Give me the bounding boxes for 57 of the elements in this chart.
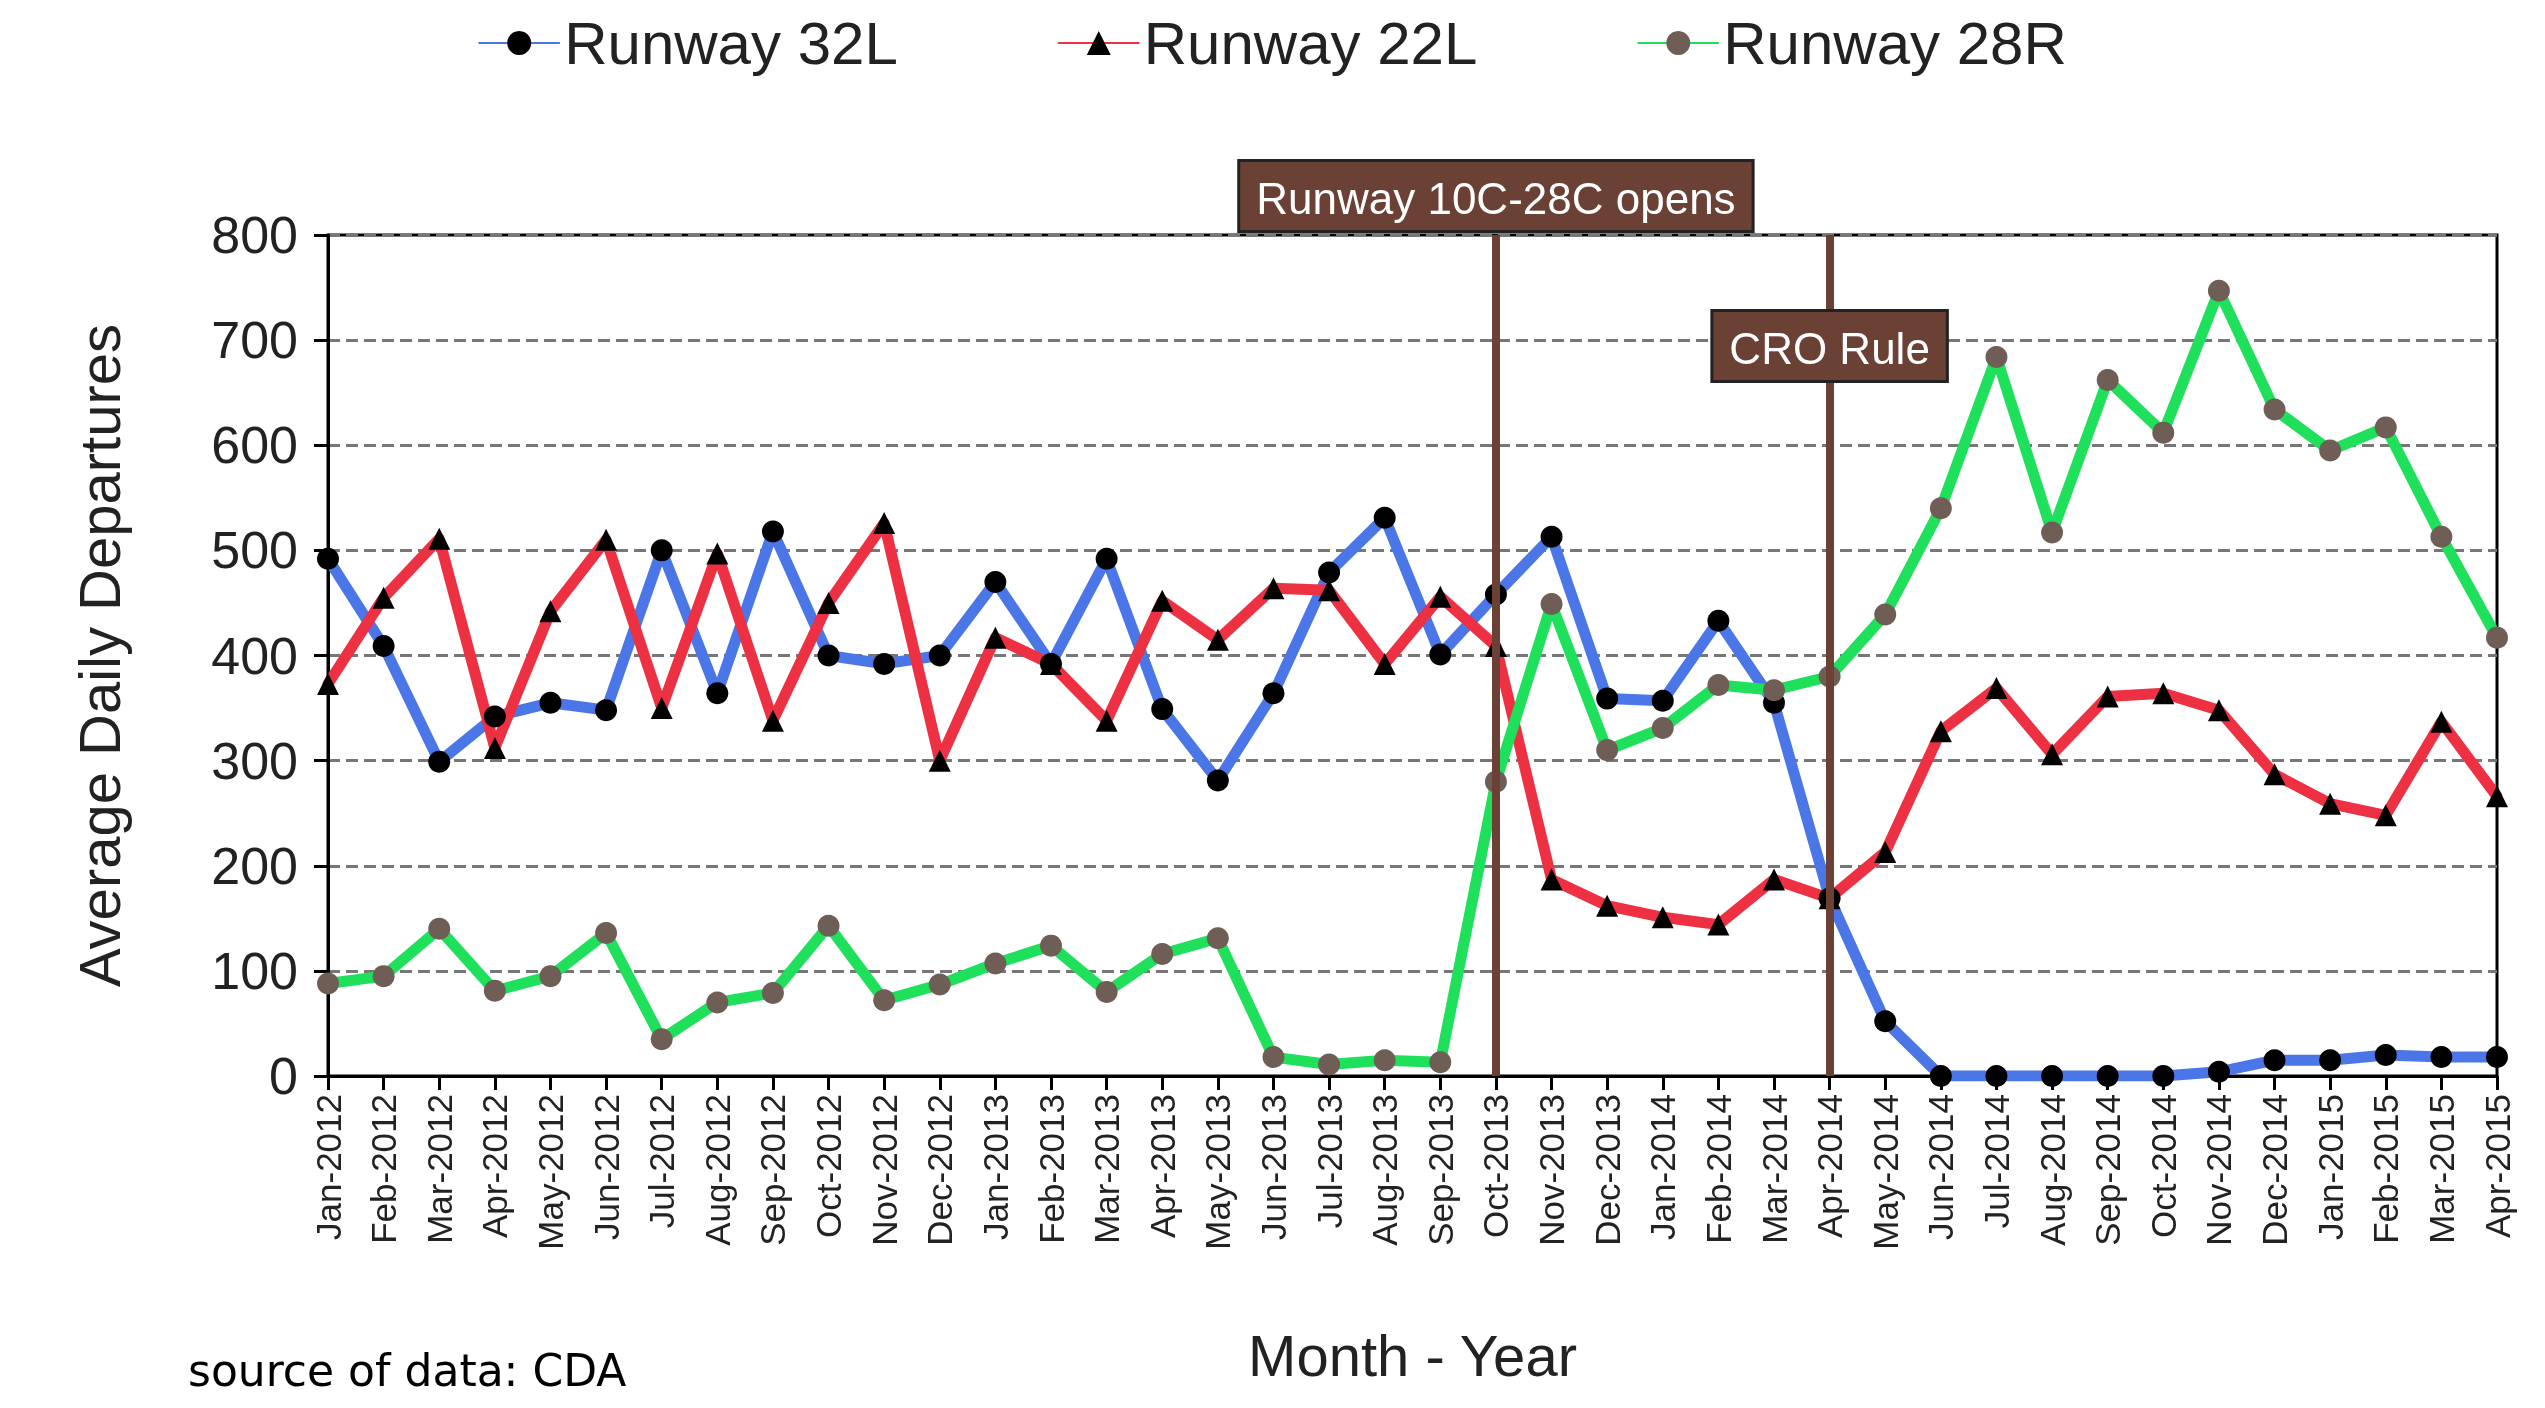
- x-tick-label: May-2014: [1865, 1094, 1905, 1250]
- x-tick-label: Dec-2012: [920, 1094, 960, 1246]
- x-tick-label: Mar-2015: [2421, 1094, 2461, 1244]
- x-tick-label: Apr-2015: [2477, 1094, 2517, 1238]
- x-tick-label: Apr-2014: [1810, 1094, 1850, 1238]
- y-tick-label: 0: [269, 1047, 298, 1105]
- legend-label: Runway 22L: [1143, 9, 1478, 77]
- y-tick-label: 700: [211, 311, 298, 370]
- y-tick-label: 100: [211, 941, 298, 1000]
- x-tick-label: Aug-2012: [697, 1094, 737, 1246]
- y-tick-label: 600: [211, 416, 298, 475]
- x-tick-label: Nov-2014: [2199, 1094, 2239, 1246]
- x-tick-label: Sep-2014: [2088, 1094, 2128, 1246]
- y-tick-label: 400: [211, 626, 298, 685]
- x-tick-label: Nov-2013: [1532, 1094, 1572, 1246]
- y-axis-title: Average Daily Departures: [66, 323, 132, 988]
- x-tick-label: Oct-2014: [2143, 1094, 2183, 1238]
- x-tick-label: Jan-2013: [975, 1094, 1015, 1240]
- x-tick-label: Oct-2013: [1476, 1094, 1516, 1238]
- x-tick-label: Mar-2013: [1087, 1094, 1127, 1244]
- x-tick-label: Feb-2013: [1031, 1094, 1071, 1244]
- x-tick-label: Jun-2013: [1253, 1094, 1293, 1240]
- x-tick-label: Jan-2012: [308, 1094, 348, 1240]
- x-tick-label: Mar-2012: [419, 1094, 459, 1244]
- x-tick-label: May-2012: [530, 1094, 570, 1250]
- x-tick-label: Jul-2012: [642, 1094, 682, 1229]
- x-tick-label: Aug-2013: [1365, 1094, 1405, 1246]
- ref-line-label: Runway 10C-28C opens: [1256, 173, 1736, 223]
- x-tick-label: Jun-2014: [1921, 1094, 1961, 1240]
- y-tick-label: 500: [211, 521, 298, 580]
- x-tick-label: Sep-2012: [753, 1094, 793, 1246]
- x-tick-label: Sep-2013: [1420, 1094, 1460, 1246]
- x-tick-label: May-2013: [1198, 1094, 1238, 1250]
- x-tick-label: Apr-2012: [475, 1094, 515, 1238]
- x-tick-label: Apr-2013: [1142, 1094, 1182, 1238]
- x-tick-label: Jul-2013: [1309, 1094, 1349, 1229]
- x-tick-label: Feb-2012: [364, 1094, 404, 1244]
- x-tick-label: Aug-2014: [2032, 1094, 2072, 1246]
- x-tick-label: Jul-2014: [1976, 1094, 2016, 1229]
- legend-label: Runway 32L: [564, 9, 898, 77]
- source-note: source of data: CDA: [188, 1344, 627, 1396]
- x-tick-label: Feb-2015: [2366, 1094, 2406, 1244]
- x-tick-label: Dec-2013: [1587, 1094, 1627, 1246]
- x-axis-title: Month - Year: [1248, 1322, 1577, 1388]
- legend-label: Runway 28R: [1723, 9, 2067, 77]
- y-tick-label: 800: [211, 206, 298, 264]
- x-tick-label: Oct-2012: [809, 1094, 849, 1238]
- x-tick-label: Mar-2014: [1754, 1094, 1794, 1244]
- y-tick-label: 200: [211, 836, 298, 895]
- y-tick-label: 300: [211, 731, 298, 790]
- x-tick-label: Jan-2015: [2310, 1094, 2350, 1240]
- x-tick-label: Jun-2012: [586, 1094, 626, 1240]
- x-tick-label: Nov-2012: [864, 1094, 904, 1246]
- x-tick-label: Feb-2014: [1698, 1094, 1738, 1244]
- ref-line-label: CRO Rule: [1729, 323, 1930, 373]
- x-tick-label: Jan-2014: [1643, 1094, 1683, 1240]
- x-tick-label: Dec-2014: [2255, 1094, 2295, 1246]
